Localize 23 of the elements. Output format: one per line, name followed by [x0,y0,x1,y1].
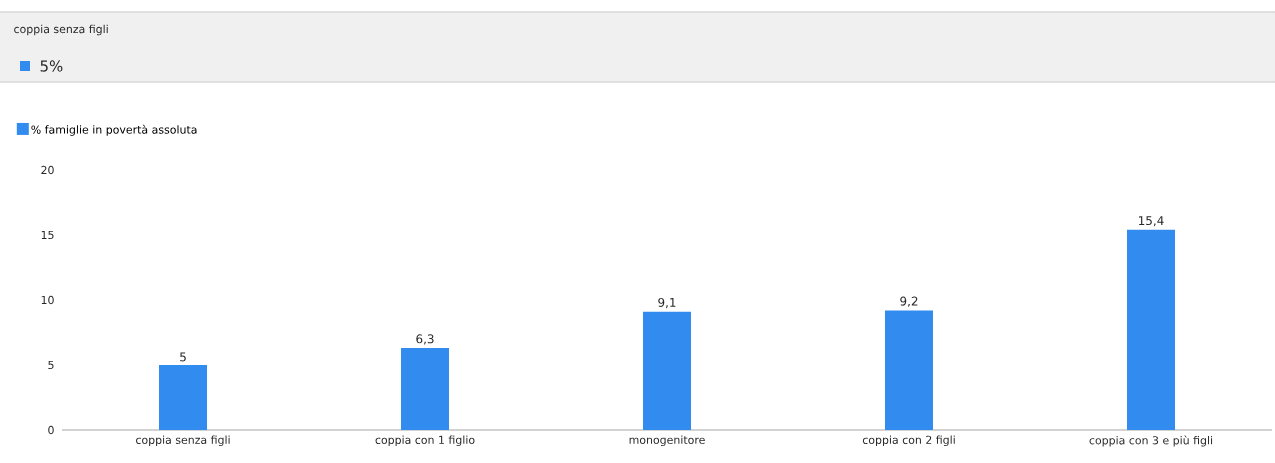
x-tick-label: coppia con 3 e più figli [1089,435,1213,447]
y-tick-label: 15 [41,230,54,240]
data-label: 6,3 [416,334,434,345]
text: 5% [40,60,63,72]
text: coppia senza figli [14,24,108,36]
y-tick-label: 0 [48,425,54,435]
y-tick-label: 20 [41,165,54,175]
data-label: 9,1 [658,297,676,309]
bar [643,311,691,430]
x-tick-label: monogenitore [629,435,705,447]
y-tick-label: 5 [48,360,54,370]
x-tick-label: coppia con 1 figlio [375,435,475,447]
x-tick-label: coppia con 2 figli [862,435,955,447]
y-tick-label: 10 [41,295,54,305]
bar [1127,229,1175,430]
legend-label: % famiglie in povertà assoluta [31,124,197,136]
data-label: 15,4 [1139,216,1164,227]
data-label: 9,2 [900,296,918,307]
bar [401,348,450,430]
x-tick-label: coppia senza figli [136,435,230,447]
bar [885,310,933,430]
data-label: 5 [180,352,186,362]
bar [159,364,208,430]
